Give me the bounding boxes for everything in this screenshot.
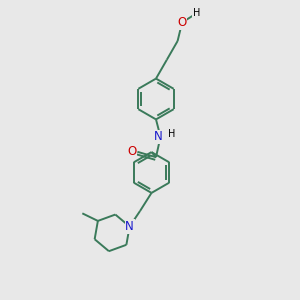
- Text: N: N: [125, 220, 134, 233]
- Text: H: H: [193, 8, 200, 18]
- Text: O: O: [178, 16, 187, 29]
- Text: N: N: [154, 130, 163, 143]
- Text: H: H: [168, 129, 175, 140]
- Text: O: O: [128, 145, 136, 158]
